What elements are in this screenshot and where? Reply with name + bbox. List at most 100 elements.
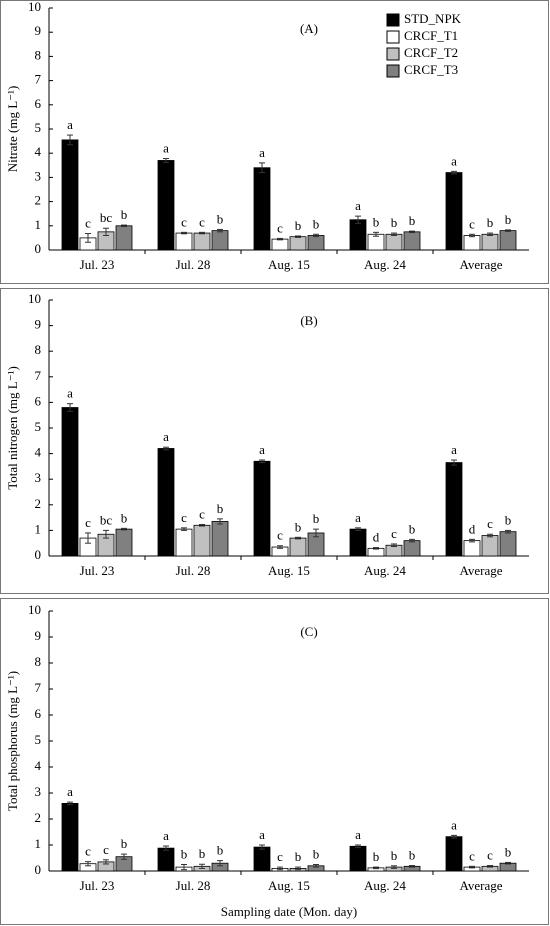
error-bar xyxy=(391,865,397,869)
error-bar xyxy=(163,158,169,163)
significance-letter: b xyxy=(313,511,320,526)
y-tick-label: 1 xyxy=(35,521,42,536)
y-tick-label: 1 xyxy=(35,836,42,851)
significance-letter: c xyxy=(181,214,187,229)
bar xyxy=(115,528,133,557)
bar xyxy=(157,160,175,251)
bar xyxy=(253,460,271,557)
significance-letter: c xyxy=(277,849,283,864)
y-tick-label: 3 xyxy=(35,470,42,485)
error-bar xyxy=(373,547,379,550)
bar xyxy=(385,233,403,251)
significance-letter: c xyxy=(469,216,475,231)
significance-letter: c xyxy=(277,220,283,235)
x-tick-label: Aug. 24 xyxy=(364,878,406,893)
x-tick-label: Jul. 28 xyxy=(176,563,211,578)
significance-letter: a xyxy=(355,827,361,842)
error-bar xyxy=(85,233,91,243)
error-bar xyxy=(217,518,223,525)
error-bar xyxy=(67,801,73,806)
bar xyxy=(175,232,193,251)
error-bar xyxy=(67,134,73,146)
bar xyxy=(349,219,367,251)
significance-letter: c xyxy=(85,844,91,859)
significance-letter: c xyxy=(487,516,493,531)
error-bar xyxy=(67,403,73,412)
significance-letter: a xyxy=(67,386,73,401)
y-tick-label: 9 xyxy=(35,628,42,643)
significance-letter: c xyxy=(199,506,205,521)
x-tick-label: Aug. 15 xyxy=(268,878,310,893)
y-tick-label: 3 xyxy=(35,168,42,183)
y-tick-label: 8 xyxy=(35,47,42,62)
error-bar xyxy=(217,228,223,233)
y-tick-label: 5 xyxy=(35,120,42,135)
y-tick-label: 3 xyxy=(35,784,42,799)
panel-frame xyxy=(0,0,549,284)
error-bar xyxy=(85,532,91,544)
significance-letter: c xyxy=(85,515,91,530)
significance-letter: a xyxy=(451,817,457,832)
y-tick-label: 7 xyxy=(35,680,42,695)
error-bar xyxy=(259,459,265,464)
y-tick-label: 4 xyxy=(35,144,42,159)
significance-letter: b xyxy=(373,849,380,864)
significance-letter: b xyxy=(217,501,224,516)
significance-letter: a xyxy=(259,827,265,842)
bar xyxy=(349,845,367,872)
panel-frame xyxy=(0,598,549,925)
error-bar xyxy=(451,834,457,839)
significance-letter: a xyxy=(259,442,265,457)
error-bar xyxy=(451,170,457,175)
error-bar xyxy=(259,162,265,174)
significance-letter: a xyxy=(67,117,73,132)
legend-swatch xyxy=(386,30,400,44)
significance-letter: b xyxy=(217,843,224,858)
panel-frame xyxy=(0,288,549,594)
bar xyxy=(403,231,421,251)
bar xyxy=(307,235,325,251)
x-tick-label: Jul. 28 xyxy=(176,878,211,893)
x-tick-label: Aug. 24 xyxy=(364,563,406,578)
significance-letter: b xyxy=(487,215,494,230)
y-tick-label: 8 xyxy=(35,654,42,669)
significance-letter: b xyxy=(121,207,128,222)
y-tick-label: 6 xyxy=(35,96,42,111)
bar xyxy=(445,836,463,872)
significance-letter: a xyxy=(163,429,169,444)
bar xyxy=(211,521,229,557)
error-bar xyxy=(181,527,187,531)
error-bar xyxy=(103,227,109,236)
significance-letter: d xyxy=(373,530,380,545)
x-tick-label: Jul. 23 xyxy=(80,563,115,578)
bar xyxy=(463,540,481,557)
bar xyxy=(445,172,463,251)
error-bar xyxy=(313,864,319,868)
y-tick-label: 9 xyxy=(35,317,42,332)
error-bar xyxy=(217,860,223,867)
error-bar xyxy=(295,235,301,238)
error-bar xyxy=(295,536,301,540)
error-bar xyxy=(163,446,169,451)
y-tick-label: 4 xyxy=(35,758,42,773)
significance-letter: a xyxy=(259,145,265,160)
significance-letter: c xyxy=(391,526,397,541)
bar xyxy=(211,230,229,251)
legend-swatch xyxy=(386,47,400,61)
y-tick-label: 5 xyxy=(35,419,42,434)
error-bar xyxy=(505,529,511,534)
error-bar xyxy=(277,866,283,871)
legend-label: CRCF_T3 xyxy=(404,62,458,77)
bar xyxy=(271,238,289,251)
panel-label: (C) xyxy=(300,624,317,639)
x-tick-label: Average xyxy=(459,878,502,893)
significance-letter: b xyxy=(373,214,380,229)
bar xyxy=(403,540,421,557)
significance-letter: c xyxy=(85,216,91,231)
legend-swatch xyxy=(386,13,400,27)
significance-letter: b xyxy=(295,849,302,864)
significance-letter: b xyxy=(409,521,416,536)
bar xyxy=(253,846,271,872)
bar xyxy=(193,524,211,557)
